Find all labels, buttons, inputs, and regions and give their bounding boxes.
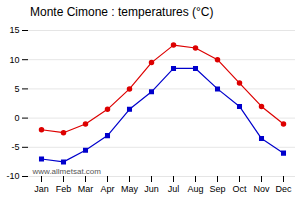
svg-text:Dec: Dec: [275, 184, 292, 194]
svg-text:Nov: Nov: [253, 184, 270, 194]
svg-text:May: May: [121, 184, 139, 194]
svg-text:www.allmetsat.com: www.allmetsat.com: [32, 167, 102, 176]
svg-text:Mar: Mar: [78, 184, 94, 194]
svg-text:15: 15: [9, 25, 19, 35]
svg-text:Jun: Jun: [144, 184, 159, 194]
svg-text:Sep: Sep: [209, 184, 225, 194]
svg-text:Jan: Jan: [34, 184, 49, 194]
svg-text:0: 0: [14, 113, 19, 123]
svg-text:10: 10: [9, 55, 19, 65]
svg-text:Oct: Oct: [232, 184, 247, 194]
svg-text:-10: -10: [6, 171, 19, 181]
svg-text:Apr: Apr: [100, 184, 114, 194]
svg-text:Feb: Feb: [56, 184, 72, 194]
svg-text:-5: -5: [11, 142, 19, 152]
svg-text:5: 5: [14, 84, 19, 94]
svg-text:Jul: Jul: [168, 184, 180, 194]
html-text:Monte Cimone : temperatures (°: Monte Cimone : temperatures (°C): [30, 5, 214, 19]
svg-text:Aug: Aug: [187, 184, 203, 194]
